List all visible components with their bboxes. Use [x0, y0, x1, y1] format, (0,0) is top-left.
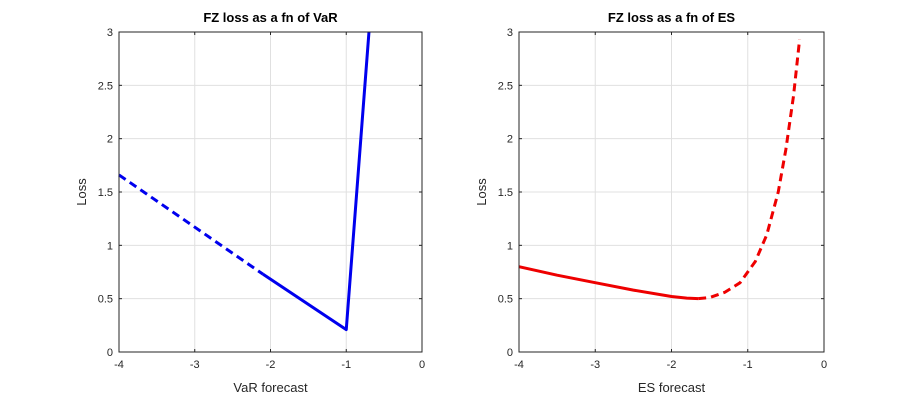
- plot-var: -4 -3 -2 -1 0 0 0.5 1 1.5 2 2.5 3 FZ loss as a fn o…: [74, 10, 425, 395]
- x-tick-label: 0: [821, 359, 827, 371]
- y-tick-label: 1: [507, 240, 513, 252]
- y-tick-label: 0.5: [498, 294, 513, 306]
- series-line-solid: [262, 31, 371, 332]
- x-tick-label: -4: [114, 359, 124, 371]
- chart-title: FZ loss as a fn of ES: [608, 10, 735, 25]
- grid-lines: [118, 31, 423, 353]
- plot-es: -4 -3 -2 -1 0 0 0.5 1 1.5 2 2.5 3 FZ loss as a fn o…: [474, 10, 827, 395]
- y-axis-label: Loss: [74, 178, 89, 206]
- series-line-solid: [518, 265, 699, 301]
- y-tick-label: 0.5: [98, 294, 113, 306]
- x-tick-label: -2: [266, 359, 276, 371]
- x-tick-label: -4: [514, 359, 524, 371]
- x-tick-label: -1: [341, 359, 351, 371]
- series-line-dashed: [698, 39, 802, 301]
- y-tick-label: 0: [107, 347, 113, 359]
- ticks: -4 -3 -2 -1 0 0 0.5 1 1.5 2 2.5 3: [498, 27, 827, 371]
- chart-title: FZ loss as a fn of VaR: [203, 10, 338, 25]
- y-tick-label: 1.5: [98, 187, 113, 199]
- x-tick-label: -1: [743, 359, 753, 371]
- series-layer: [518, 39, 802, 301]
- y-tick-label: 0: [507, 347, 513, 359]
- y-tick-label: 3: [507, 27, 513, 39]
- y-tick-label: 2: [107, 134, 113, 146]
- ticks: -4 -3 -2 -1 0 0 0.5 1 1.5 2 2.5 3: [98, 27, 425, 371]
- y-axis-label: Loss: [474, 178, 489, 206]
- y-tick-label: 1.5: [498, 187, 513, 199]
- y-tick-label: 1: [107, 240, 113, 252]
- series-line-dashed: [118, 173, 264, 276]
- y-tick-label: 2: [507, 134, 513, 146]
- y-tick-label: 3: [107, 27, 113, 39]
- x-tick-label: -3: [190, 359, 200, 371]
- x-tick-label: -3: [590, 359, 600, 371]
- x-axis-label: ES forecast: [638, 380, 706, 395]
- series-layer: [118, 31, 371, 332]
- x-tick-label: -2: [667, 359, 677, 371]
- y-tick-label: 2.5: [98, 80, 113, 92]
- x-tick-label: 0: [419, 359, 425, 371]
- y-tick-label: 2.5: [498, 80, 513, 92]
- x-axis-label: VaR forecast: [233, 380, 308, 395]
